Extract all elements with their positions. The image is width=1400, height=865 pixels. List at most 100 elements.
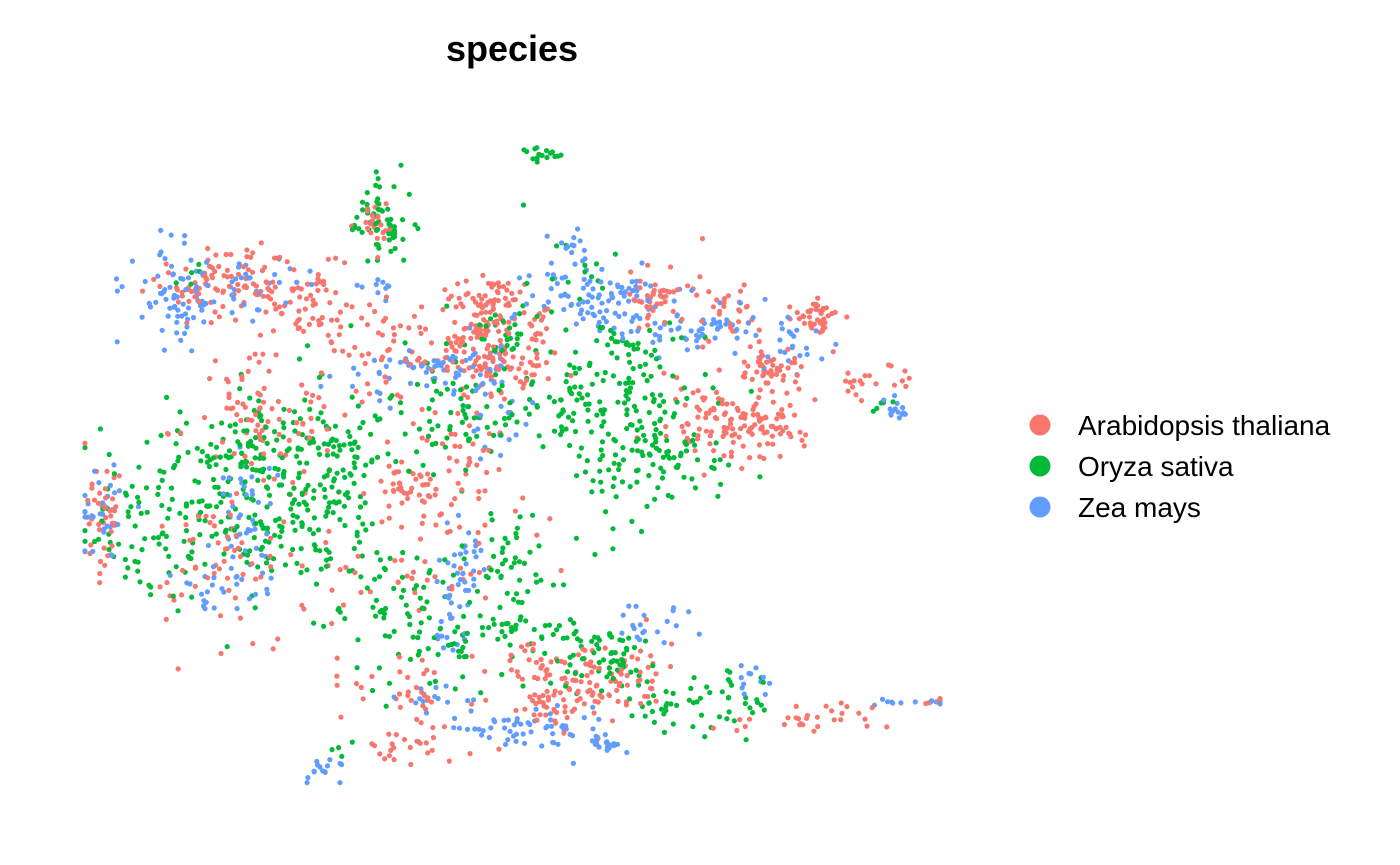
scatter-point — [620, 612, 626, 618]
scatter-point — [420, 703, 426, 709]
scatter-point — [647, 452, 653, 458]
scatter-point — [310, 302, 316, 308]
scatter-point — [898, 700, 904, 706]
scatter-point — [895, 409, 901, 415]
scatter-point — [565, 279, 571, 285]
scatter-point — [879, 696, 886, 702]
scatter-point — [707, 441, 713, 447]
scatter-point — [356, 514, 362, 521]
scatter-point — [204, 282, 210, 288]
scatter-point — [606, 692, 613, 699]
scatter-point — [408, 697, 414, 703]
scatter-point — [900, 405, 906, 411]
scatter-point — [507, 728, 513, 735]
scatter-point — [545, 697, 552, 703]
scatter-point — [574, 698, 580, 704]
scatter-point — [596, 716, 602, 722]
scatter-point — [97, 580, 103, 586]
scatter-point — [466, 423, 472, 429]
scatter-point — [407, 380, 413, 386]
scatter-point — [482, 391, 488, 397]
scatter-point — [495, 297, 501, 304]
scatter-point — [514, 534, 520, 541]
scatter-point — [465, 404, 472, 410]
scatter-point — [418, 330, 424, 336]
scatter-point — [488, 391, 494, 397]
scatter-point — [201, 319, 207, 325]
scatter-point — [829, 708, 835, 714]
scatter-point — [304, 780, 310, 786]
scatter-point — [428, 699, 434, 705]
scatter-point — [337, 780, 343, 786]
scatter-point — [257, 406, 263, 412]
scatter-point — [156, 484, 162, 491]
scatter-point — [174, 319, 180, 325]
scatter-point — [102, 505, 108, 511]
scatter-point — [259, 418, 265, 424]
scatter-point — [384, 439, 391, 445]
scatter-point — [459, 543, 465, 549]
scatter-point — [156, 541, 162, 547]
scatter-point — [683, 448, 690, 454]
scatter-point — [686, 609, 692, 615]
scatter-point — [237, 442, 243, 448]
scatter-point — [453, 304, 459, 310]
scatter-point — [116, 473, 122, 479]
scatter-point — [347, 441, 353, 447]
scatter-point — [540, 339, 546, 345]
scatter-point — [823, 703, 829, 709]
scatter-point — [211, 575, 217, 581]
scatter-point — [262, 264, 268, 270]
scatter-point — [328, 339, 334, 345]
scatter-point — [419, 435, 425, 441]
scatter-point — [418, 620, 424, 626]
scatter-point — [352, 225, 358, 231]
scatter-point — [506, 325, 513, 331]
scatter-point — [606, 298, 612, 304]
scatter-point — [663, 433, 669, 439]
scatter-point — [391, 628, 397, 635]
scatter-point — [713, 440, 719, 446]
scatter-point — [176, 454, 182, 460]
scatter-point — [586, 292, 592, 298]
scatter-point — [304, 567, 310, 573]
scatter-point — [737, 288, 744, 294]
scatter-point — [734, 326, 740, 333]
scatter-point — [265, 485, 271, 491]
scatter-point — [360, 419, 366, 426]
scatter-point — [334, 453, 340, 459]
scatter-point — [324, 557, 330, 563]
scatter-point — [489, 517, 495, 523]
scatter-point — [843, 378, 849, 384]
scatter-point — [476, 495, 482, 502]
scatter-point — [375, 330, 382, 336]
scatter-point — [508, 625, 515, 631]
scatter-point — [576, 453, 582, 459]
scatter-point — [684, 347, 691, 353]
scatter-point — [410, 421, 416, 427]
scatter-point — [580, 646, 586, 652]
scatter-point — [463, 471, 469, 477]
scatter-point — [616, 466, 622, 473]
scatter-point — [496, 746, 502, 752]
scatter-point — [702, 395, 708, 401]
scatter-point — [585, 392, 591, 398]
scatter-point — [297, 460, 303, 466]
scatter-point — [268, 575, 274, 581]
scatter-point — [681, 429, 687, 435]
scatter-point — [101, 545, 107, 551]
scatter-point — [234, 605, 240, 612]
scatter-point — [253, 545, 259, 551]
scatter-point — [750, 710, 756, 716]
scatter-point — [619, 630, 625, 636]
scatter-point — [339, 753, 345, 760]
scatter-point — [599, 423, 605, 429]
scatter-point — [747, 344, 753, 350]
scatter-point — [750, 315, 756, 321]
scatter-point — [351, 365, 357, 371]
scatter-point — [252, 351, 258, 357]
scatter-point — [309, 281, 315, 288]
scatter-point — [271, 476, 277, 482]
scatter-point — [184, 324, 190, 330]
scatter-point — [157, 584, 163, 590]
